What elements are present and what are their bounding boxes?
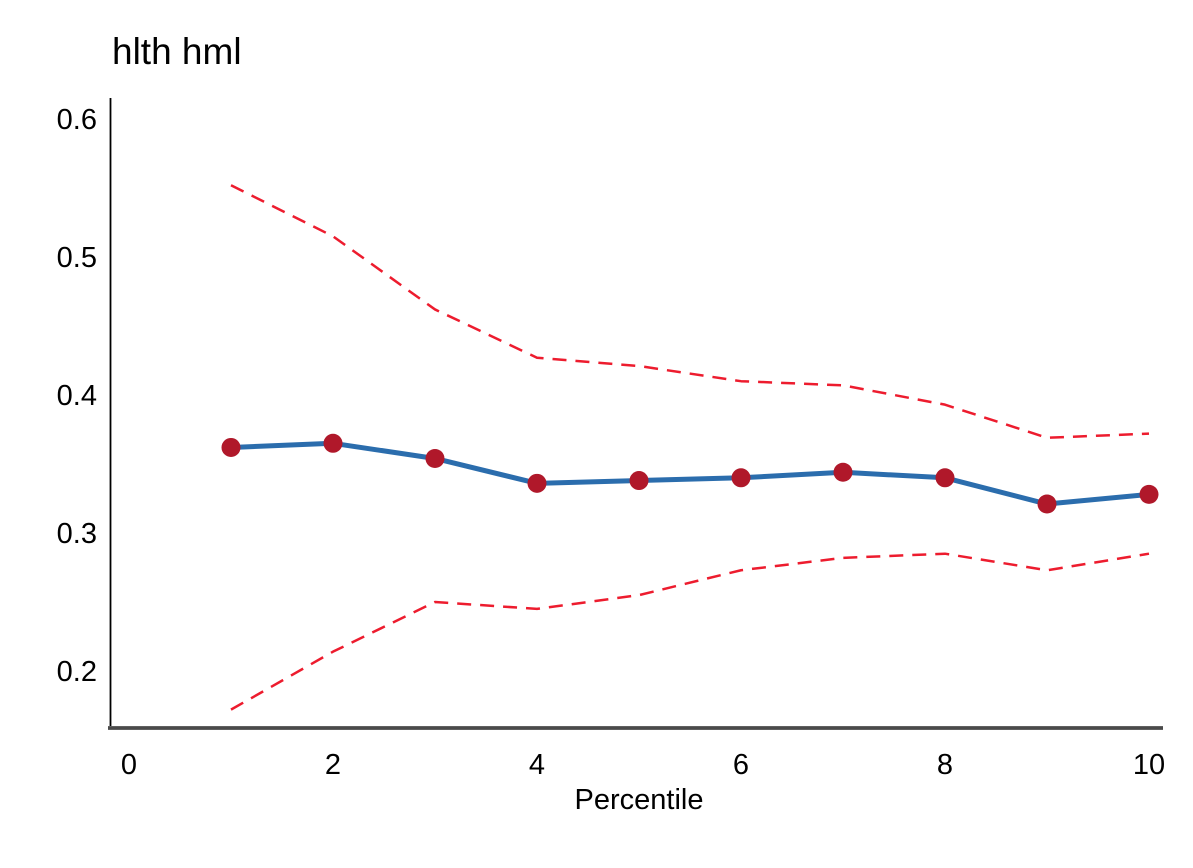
y-tick-label: 0.5	[57, 242, 97, 274]
data-point-marker	[1139, 484, 1159, 504]
chart-title: hlth hml	[112, 31, 242, 72]
data-point-marker	[629, 471, 649, 491]
estimate-line	[228, 440, 1152, 507]
x-axis-title: Percentile	[575, 784, 704, 816]
data-point-marker	[221, 437, 241, 457]
data-point-marker	[1037, 494, 1057, 514]
tick-labels-layer: 0.2 0.3 0.4 0.5 0.6 0 2 4 6 8 10	[57, 104, 1165, 781]
series-layer	[221, 184, 1159, 711]
x-tick-label: 10	[1133, 749, 1165, 781]
y-tick-label: 0.3	[57, 518, 97, 550]
upper-band-line	[230, 184, 1150, 440]
y-tick-label: 0.2	[57, 656, 97, 688]
x-tick-label: 6	[733, 749, 749, 781]
lower-band-line	[230, 552, 1150, 711]
x-tick-label: 4	[529, 749, 545, 781]
data-point-marker	[527, 473, 547, 493]
y-tick-label: 0.6	[57, 104, 97, 136]
data-point-marker	[833, 462, 853, 482]
y-tick-label: 0.4	[57, 380, 97, 412]
x-tick-label: 8	[937, 749, 953, 781]
data-point-marker	[323, 433, 343, 453]
data-point-marker	[935, 468, 955, 488]
x-tick-label: 0	[121, 749, 137, 781]
axes-layer	[108, 98, 1163, 730]
data-point-marker	[731, 468, 751, 488]
x-tick-label: 2	[325, 749, 341, 781]
data-point-marker	[425, 448, 445, 468]
